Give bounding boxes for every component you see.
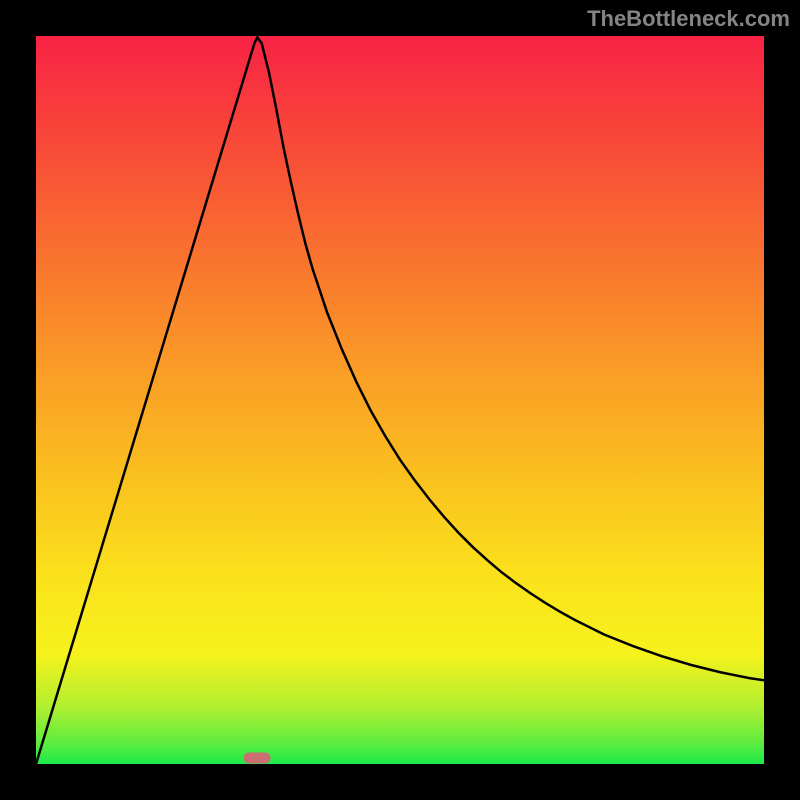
plot-area [36, 36, 764, 764]
watermark-text: TheBottleneck.com [587, 6, 790, 32]
gradient-background [36, 36, 764, 764]
chart-container: TheBottleneck.com [0, 0, 800, 800]
operating-point-marker [244, 753, 271, 764]
